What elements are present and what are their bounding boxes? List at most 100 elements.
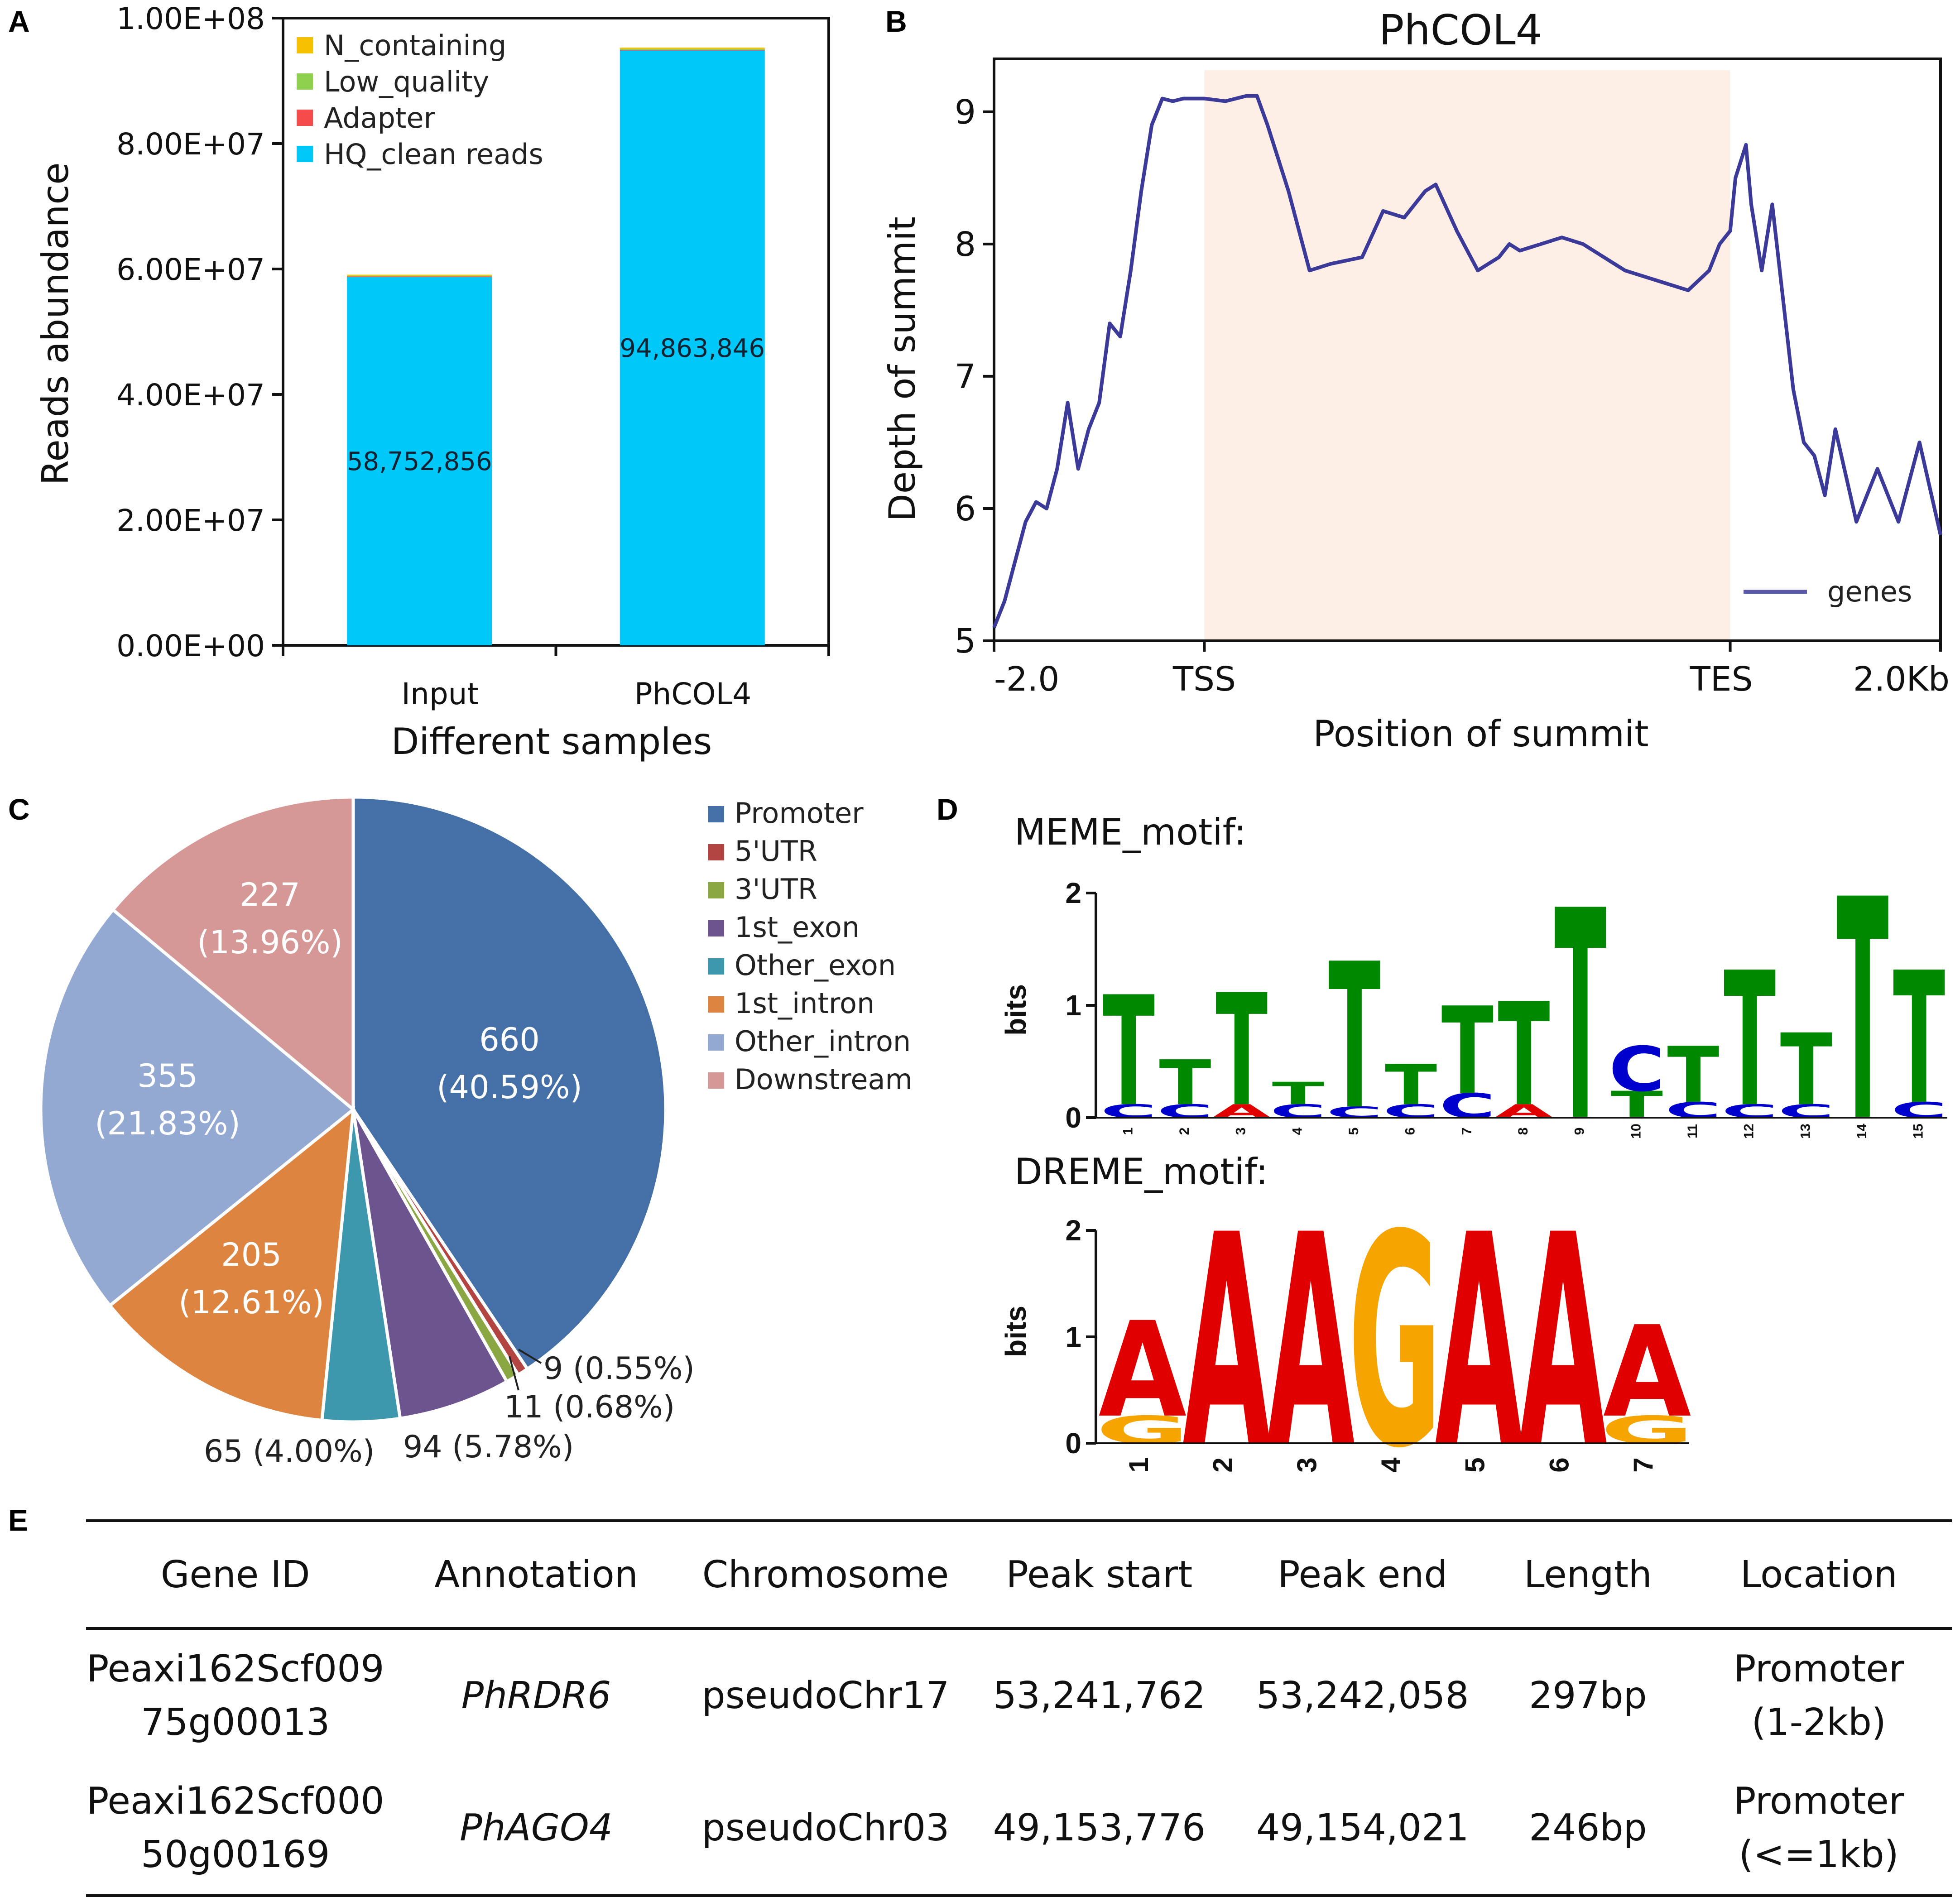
c-pie-slices [39, 795, 668, 1424]
d-dreme-letter-g: G [1600, 1408, 1694, 1452]
location-line1: Promoter [1733, 1647, 1904, 1690]
d-meme-letter-t: T [1385, 1053, 1437, 1118]
c-slice-promoter [351, 795, 668, 1371]
d-dreme-y-tick-label: 0 [1065, 1427, 1081, 1460]
d-meme-position-label: 6 [1403, 1128, 1418, 1135]
b-chart-title: PhCOL4 [1379, 6, 1542, 54]
a-bar-value-label: 94,863,846 [620, 334, 765, 363]
cell-gene-id: Peaxi162Scf000 50g00169 [86, 1762, 385, 1897]
d-meme-title: MEME_motif: [1014, 811, 1246, 853]
b-x-axis-label: Position of summit [1313, 713, 1648, 755]
a-bar-phcol4-n-containing [620, 48, 765, 49]
c-label-downstream-pct: (13.96%) [197, 924, 343, 961]
d-dreme-y-tick-label: 1 [1065, 1321, 1081, 1353]
c-legend-swatch-promoter [708, 806, 724, 822]
cell-length: 297bp [1529, 1674, 1647, 1717]
c-leader-3utr [509, 1356, 519, 1391]
col-annotation: Annotation [384, 1519, 688, 1630]
d-meme-letter-t: T [1611, 1084, 1663, 1127]
c-label-5utr: 9 (0.55%) [543, 1351, 695, 1387]
d-meme-position-label: 7 [1459, 1128, 1474, 1135]
d-meme-letter-c: C [1609, 1034, 1665, 1105]
a-legend-n-containing: N_containing [324, 29, 506, 62]
d-dreme-position-label: 3 [1292, 1457, 1322, 1472]
a-legend-swatch-n-containing [297, 37, 313, 53]
gene-id-line2: 50g00169 [141, 1833, 330, 1876]
d-meme-letter-t: T [1893, 934, 1946, 1145]
d-meme-position-label: 12 [1742, 1124, 1757, 1138]
cell-annotation: PhRDR6 [461, 1674, 611, 1717]
d-meme-letter-t: T [1215, 962, 1268, 1141]
c-legend-3utr: 3'UTR [735, 873, 817, 906]
gene-id-line1: Peaxi162Scf009 [86, 1647, 384, 1690]
panel-c-pie-chart: C 660 (40.59%) 227 (13.96%) 355 (21.83%)… [8, 792, 913, 1470]
panel-d-sequence-logos: D MEME_motif: DREME_motif: bits bits 012… [937, 792, 1947, 1513]
col-chromosome: Chromosome [687, 1519, 964, 1630]
d-dreme-position-label: 4 [1376, 1457, 1406, 1473]
c-legend-swatch-1st-intron [708, 996, 724, 1013]
d-dreme-title: DREME_motif: [1014, 1151, 1268, 1193]
cell-gene-id: Peaxi162Scf009 75g00013 [86, 1628, 385, 1762]
panel-a-axes: 0.00E+00 2.00E+07 4.00E+07 6.00E+07 8.00E+07… [116, 1, 830, 663]
d-meme-position-label: 1 [1120, 1128, 1135, 1135]
d-meme-y-tick-label: 1 [1065, 989, 1081, 1022]
d-dreme-letter-a: A [1182, 1173, 1271, 1513]
cell-location: Promoter (1-2kb) [1686, 1628, 1952, 1762]
panel-e-label: E [8, 1503, 28, 1537]
a-tick-label-input: Input [402, 677, 479, 711]
c-label-1st-intron-pct: (12.61%) [178, 1284, 324, 1321]
location-line1: Promoter [1733, 1780, 1904, 1823]
panel-a-label: A [8, 5, 30, 38]
b-genes-line [992, 94, 1942, 629]
table-row: Peaxi162Scf000 50g00169 PhAGO4 pseudoChr0… [86, 1762, 1952, 1897]
a-y-tick-label: 8.00E+07 [116, 127, 265, 162]
d-meme-position-label: 14 [1854, 1124, 1869, 1139]
d-meme-letter-t: T [1836, 835, 1889, 1190]
a-bar-phcol4-hq-clean-reads [620, 50, 765, 645]
d-meme-position-label: 9 [1572, 1128, 1587, 1135]
col-peak-start: Peak start [963, 1519, 1235, 1630]
b-y-tick-label: 6 [955, 490, 976, 528]
c-legend-swatch-downstream [708, 1072, 724, 1089]
a-x-axis-label: Different samples [391, 720, 712, 763]
table-header-row: Gene ID Annotation Chromosome Peak start… [86, 1519, 1952, 1630]
b-y-tick-label: 5 [955, 622, 976, 661]
a-bar-value-label: 58,752,856 [347, 447, 492, 476]
c-legend-downstream: Downstream [735, 1063, 913, 1096]
c-legend-promoter: Promoter [735, 797, 864, 830]
c-slice-other-intron [39, 907, 356, 1308]
a-legend-hq-clean: HQ_clean reads [324, 138, 543, 171]
a-bar-input-n-containing [347, 274, 492, 276]
d-meme-y-tick-label: 2 [1065, 877, 1081, 909]
panel-b-line-chart: B 5 6 7 8 9 -2.0 TSS TES 2.0Kb PhCOL4 Position o… [881, 5, 1950, 755]
d-dreme-position-label: 5 [1460, 1457, 1490, 1472]
d-meme-letter-t: T [1272, 1076, 1324, 1112]
cell-chromosome: pseudoChr03 [687, 1762, 964, 1897]
c-leader-5utr [518, 1349, 542, 1364]
c-label-1st-exon: 94 (5.78%) [403, 1429, 574, 1465]
c-legend-swatch-other-exon [708, 958, 724, 975]
b-y-tick-label: 8 [955, 225, 976, 264]
b-x-tick-label: 2.0Kb [1853, 660, 1950, 699]
d-meme-position-label: 4 [1290, 1127, 1305, 1135]
a-legend-low-quality: Low_quality [324, 65, 489, 98]
d-meme-letter-t: T [1724, 932, 1776, 1148]
d-meme-letter-t: T [1554, 850, 1607, 1186]
c-slice-1st-exon [351, 1109, 509, 1421]
c-label-other-exon: 65 (4.00%) [204, 1434, 375, 1470]
a-bar-input-hq-clean-reads [347, 277, 492, 645]
a-y-tick-label: 0.00E+00 [116, 629, 265, 663]
c-legend-swatch-3utr [708, 882, 724, 898]
c-legend: Promoter 5'UTR 3'UTR 1st_exon Other_exon… [708, 797, 913, 1096]
d-dreme-bits-label: bits [999, 1306, 1032, 1357]
d-dreme-letter-a: A [1099, 1294, 1187, 1447]
col-gene-id: Gene ID [86, 1519, 385, 1630]
d-dreme-letter-a: A [1435, 1173, 1523, 1513]
cell-peak-start: 53,241,762 [993, 1674, 1206, 1717]
b-plot-frame [993, 58, 1942, 642]
a-legend-swatch-adapter [297, 110, 313, 126]
c-legend-swatch-other-intron [708, 1034, 724, 1051]
c-label-other-intron-count: 355 [137, 1057, 198, 1095]
d-meme-letter-c: C [1665, 1098, 1721, 1123]
